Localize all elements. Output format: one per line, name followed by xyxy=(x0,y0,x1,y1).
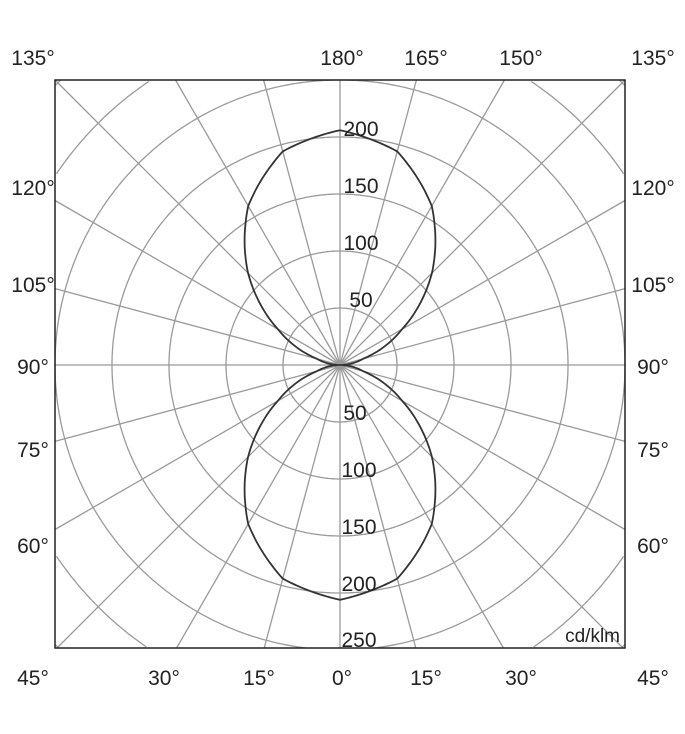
grid-spoke-30 xyxy=(339,364,504,649)
angle-label-right-2: 90° xyxy=(637,356,669,379)
grid xyxy=(54,79,626,649)
angle-label-right-1: 105° xyxy=(631,274,674,297)
angle-label-bottom-0: 45° xyxy=(17,667,49,690)
grid-spoke-225 xyxy=(54,79,341,366)
plot-frame xyxy=(54,79,626,649)
grid-spoke-300 xyxy=(54,364,341,531)
grid-spoke-240 xyxy=(54,199,341,366)
angle-label-top-3: 150° xyxy=(499,47,542,70)
radial-label-lower-150: 150 xyxy=(341,516,376,539)
angle-label-bottom-3: 0° xyxy=(332,667,352,690)
grid-spoke-15 xyxy=(339,364,417,649)
radial-label-upper-200: 200 xyxy=(343,118,378,141)
angle-label-left-2: 90° xyxy=(17,356,49,379)
angle-label-bottom-1: 30° xyxy=(148,667,180,690)
radial-label-lower-50: 50 xyxy=(343,402,366,425)
angle-label-top-1: 180° xyxy=(320,47,363,70)
angle-label-left-3: 75° xyxy=(17,439,49,462)
curves xyxy=(243,129,437,601)
angle-label-left-0: 120° xyxy=(11,177,54,200)
grid-spoke-120 xyxy=(339,199,626,366)
radial-label-lower-200: 200 xyxy=(341,573,376,596)
angle-label-bottom-4: 15° xyxy=(410,667,442,690)
grid-spoke-105 xyxy=(339,287,626,366)
grid-spoke-210 xyxy=(174,79,341,366)
grid-spoke-45 xyxy=(339,364,624,649)
grid-spoke-165 xyxy=(339,79,418,366)
radial-label-lower-250: 250 xyxy=(341,629,376,652)
angle-label-top-2: 165° xyxy=(404,47,447,70)
grid-spoke-150 xyxy=(339,79,506,366)
angle-label-bottom-5: 30° xyxy=(505,667,537,690)
grid-spoke-315 xyxy=(56,364,341,649)
intensity-curve-0 xyxy=(243,129,437,601)
grid-spoke-195 xyxy=(262,79,341,366)
angle-label-bottom-6: 45° xyxy=(637,667,669,690)
angle-label-top-0: 135° xyxy=(11,47,54,70)
radial-label-upper-150: 150 xyxy=(343,175,378,198)
angle-label-top-4: 135° xyxy=(631,47,674,70)
unit-label: cd/klm xyxy=(565,626,620,647)
grid-spoke-345 xyxy=(263,364,341,649)
labels: 135° 180° 165° 150° 135° 120° 105° 90° 7… xyxy=(11,47,674,690)
angle-label-right-4: 60° xyxy=(637,535,669,558)
grid-spoke-255 xyxy=(54,287,341,366)
grid-spoke-60 xyxy=(339,364,626,531)
grid-spoke-285 xyxy=(54,364,341,443)
radial-label-lower-100: 100 xyxy=(341,459,376,482)
angle-label-right-3: 75° xyxy=(637,439,669,462)
grid-spoke-135 xyxy=(339,79,626,366)
radial-label-upper-100: 100 xyxy=(343,232,378,255)
angle-label-right-0: 120° xyxy=(631,177,674,200)
grid-spoke-75 xyxy=(339,364,626,443)
angle-label-left-1: 105° xyxy=(11,274,54,297)
grid-spoke-330 xyxy=(176,364,341,649)
radial-label-upper-50: 50 xyxy=(349,289,372,312)
angle-label-bottom-2: 15° xyxy=(243,667,275,690)
angle-label-left-4: 60° xyxy=(17,535,49,558)
